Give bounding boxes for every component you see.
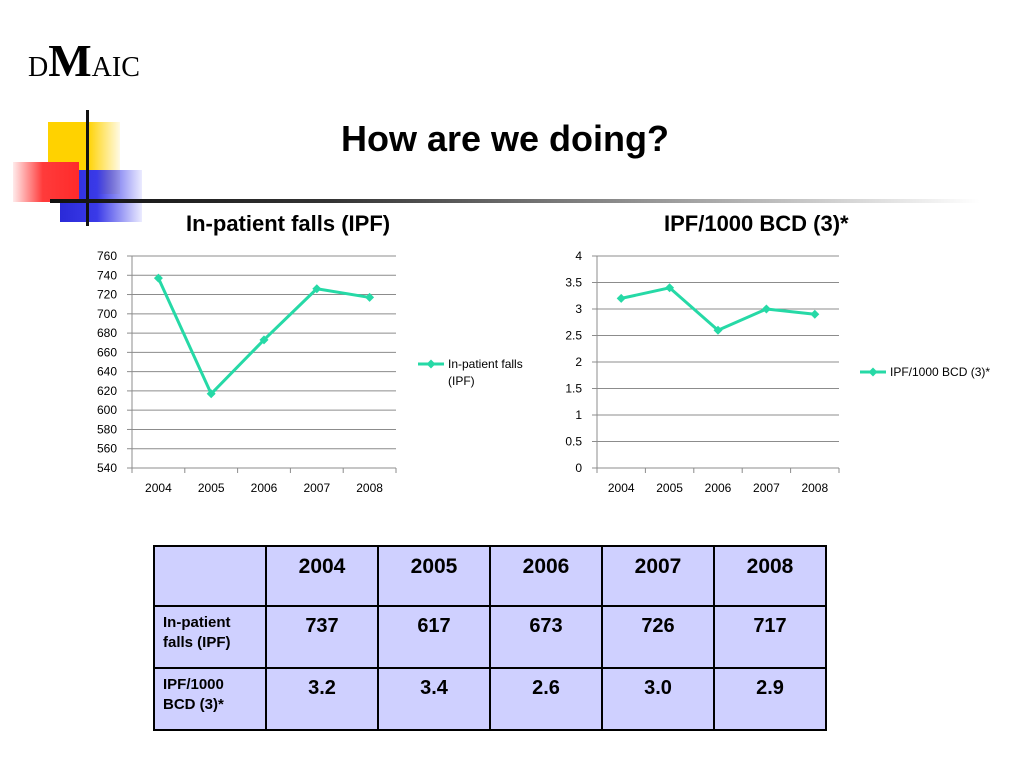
ipf-rate-ytick-label: 2 [575, 355, 582, 369]
ipf-ytick-label: 540 [97, 461, 117, 475]
ipf-data-point [206, 389, 216, 399]
ipf-rate-data-point [665, 283, 675, 293]
slide-title: How are we doing? [340, 118, 670, 159]
table-header-cell: 2005 [377, 545, 491, 607]
decor-vertical-line [86, 110, 89, 226]
table-cell: 617 [377, 605, 491, 669]
ipf-data-point [259, 335, 269, 345]
ipf-xtick-label: 2004 [145, 481, 172, 495]
ipf-rate-xtick-label: 2008 [801, 481, 828, 495]
data-table: 2004 2005 2006 2007 2008 In-patient fall… [153, 545, 827, 731]
ipf-legend-label: (IPF) [448, 374, 475, 388]
ipf-ytick-label: 720 [97, 288, 117, 302]
ipf-rate-ytick-label: 3 [575, 302, 582, 316]
ipf-rate-legend-label: IPF/1000 BCD (3)* [890, 365, 990, 379]
logo-letters-aic: AIC [91, 52, 140, 83]
ipf-data-point [312, 284, 322, 294]
table-corner-cell [153, 545, 267, 607]
ipf-rate-xtick-label: 2007 [753, 481, 780, 495]
logo-letter-m: M [48, 35, 92, 86]
ipf-ytick-label: 660 [97, 345, 117, 359]
ipf-rate-data-point [761, 304, 771, 314]
ipf-ytick-label: 580 [97, 422, 117, 436]
ipf-rate-ytick-label: 0.5 [565, 435, 582, 449]
table-cell: 3.4 [377, 667, 491, 731]
table-cell: 3.2 [265, 667, 379, 731]
table-cell: 3.0 [601, 667, 715, 731]
ipf-rate-xtick-label: 2006 [705, 481, 732, 495]
ipf-rate-legend-marker [868, 367, 878, 377]
ipf-xtick-label: 2007 [303, 481, 330, 495]
ipf-ytick-label: 680 [97, 326, 117, 340]
ipf-rate-data-point [616, 293, 626, 303]
table-header-cell: 2008 [713, 545, 827, 607]
ipf-rate-data-point [810, 309, 820, 319]
logo-letter-d: D [28, 52, 49, 83]
table-cell: 2.6 [489, 667, 603, 731]
ipf-xtick-label: 2005 [198, 481, 225, 495]
ipf-xtick-label: 2008 [356, 481, 383, 495]
ipf-ytick-label: 560 [97, 442, 117, 456]
ipf-rate-xtick-label: 2004 [608, 481, 635, 495]
table-row-label: In-patient falls (IPF) [153, 605, 267, 669]
ipf-ytick-label: 600 [97, 403, 117, 417]
table-row: IPF/1000 BCD (3)* 3.2 3.4 2.6 3.0 2.9 [153, 667, 827, 731]
table-header-cell: 2006 [489, 545, 603, 607]
table-cell: 717 [713, 605, 827, 669]
table-cell: 737 [265, 605, 379, 669]
ipf-rate-ytick-label: 2.5 [565, 329, 582, 343]
ipf-rate-ytick-label: 3.5 [565, 276, 582, 290]
table-header-row: 2004 2005 2006 2007 2008 [153, 545, 827, 607]
table-row: In-patient falls (IPF) 737 617 673 726 7… [153, 605, 827, 669]
ipf-rate-ytick-label: 4 [575, 249, 582, 263]
decor-horizontal-rule [50, 199, 980, 203]
table-cell: 673 [489, 605, 603, 669]
ipf-ytick-label: 740 [97, 268, 117, 282]
ipf-ytick-label: 700 [97, 307, 117, 321]
ipf-xtick-label: 2006 [251, 481, 278, 495]
ipf-ytick-label: 620 [97, 384, 117, 398]
ipf-data-point [153, 273, 163, 283]
table-header-cell: 2004 [265, 545, 379, 607]
ipf-data-point [365, 292, 375, 302]
table-row-label: IPF/1000 BCD (3)* [153, 667, 267, 731]
table-cell: 726 [601, 605, 715, 669]
decor-red-square [13, 162, 79, 202]
ipf-rate-ytick-label: 1.5 [565, 382, 582, 396]
table-header-cell: 2007 [601, 545, 715, 607]
ipf-rate-ytick-label: 0 [575, 461, 582, 475]
ipf-ytick-label: 640 [97, 365, 117, 379]
chart-title-ipf-rate: IPF/1000 BCD (3)* [664, 211, 849, 236]
ipf-legend-label: In-patient falls [448, 357, 523, 371]
dmaic-logo: DMAIC [28, 34, 140, 87]
ipf-rate-data-point [713, 325, 723, 335]
ipf-rate-xtick-label: 2005 [656, 481, 683, 495]
ipf-ytick-label: 760 [97, 249, 117, 263]
ipf-legend-marker [426, 359, 436, 369]
table-cell: 2.9 [713, 667, 827, 731]
ipf-rate-ytick-label: 1 [575, 408, 582, 422]
chart-title-ipf: In-patient falls (IPF) [186, 211, 391, 236]
